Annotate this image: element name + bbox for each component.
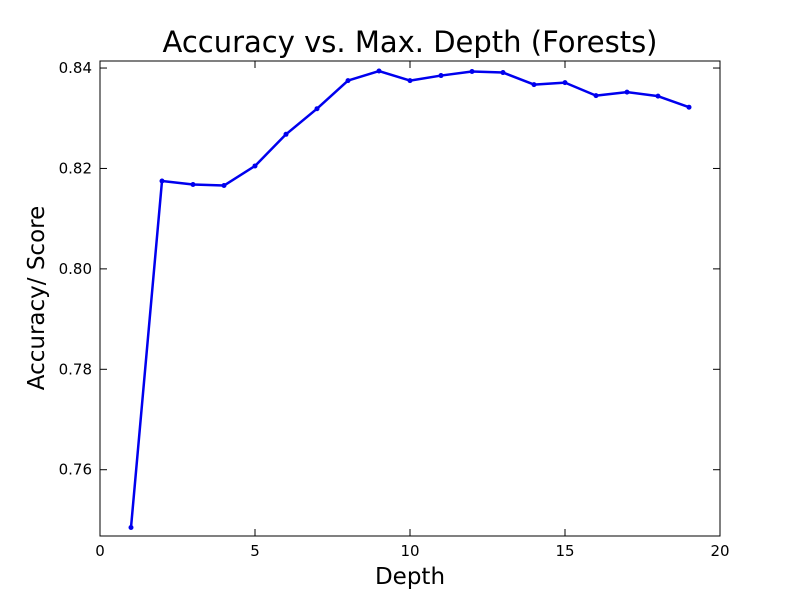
series-line [129,69,690,528]
data-point [655,93,661,99]
data-point [221,183,227,189]
data-point [500,70,506,76]
data-point [562,80,568,86]
data-point [314,106,320,112]
data-point [252,163,258,169]
data-point [407,78,413,84]
series-layer [128,68,692,530]
x-tick-label: 10 [400,542,419,560]
data-point [593,93,599,99]
data-point [345,78,351,84]
x-tick-label: 15 [555,542,574,560]
y-tick-label: 0.78 [59,360,92,378]
x-axis-title: Depth [375,564,445,590]
data-point [686,104,692,110]
data-point [438,73,444,79]
x-tick-label: 20 [710,542,729,560]
data-point [128,524,134,530]
data-point [624,89,630,95]
data-point [159,178,165,184]
y-tick-label: 0.80 [59,260,92,278]
y-tick-label: 0.82 [59,159,92,177]
plot-frame [99,60,721,537]
y-tick-label: 0.84 [59,59,92,77]
x-tick-label: 5 [250,542,260,560]
data-point [469,69,475,75]
data-point [190,182,196,188]
chart-title: Accuracy vs. Max. Depth (Forests) [163,25,658,59]
data-point [531,82,537,88]
y-tick-label: 0.76 [59,461,92,479]
data-point [376,68,382,74]
data-point [283,131,289,137]
x-tick-label: 0 [95,542,105,560]
axis-ticks: 0 5 10 15 20 0.76 0.78 0.80 0.82 0.84 [59,59,730,560]
y-axis-title: Accuracy/ Score [24,206,50,390]
